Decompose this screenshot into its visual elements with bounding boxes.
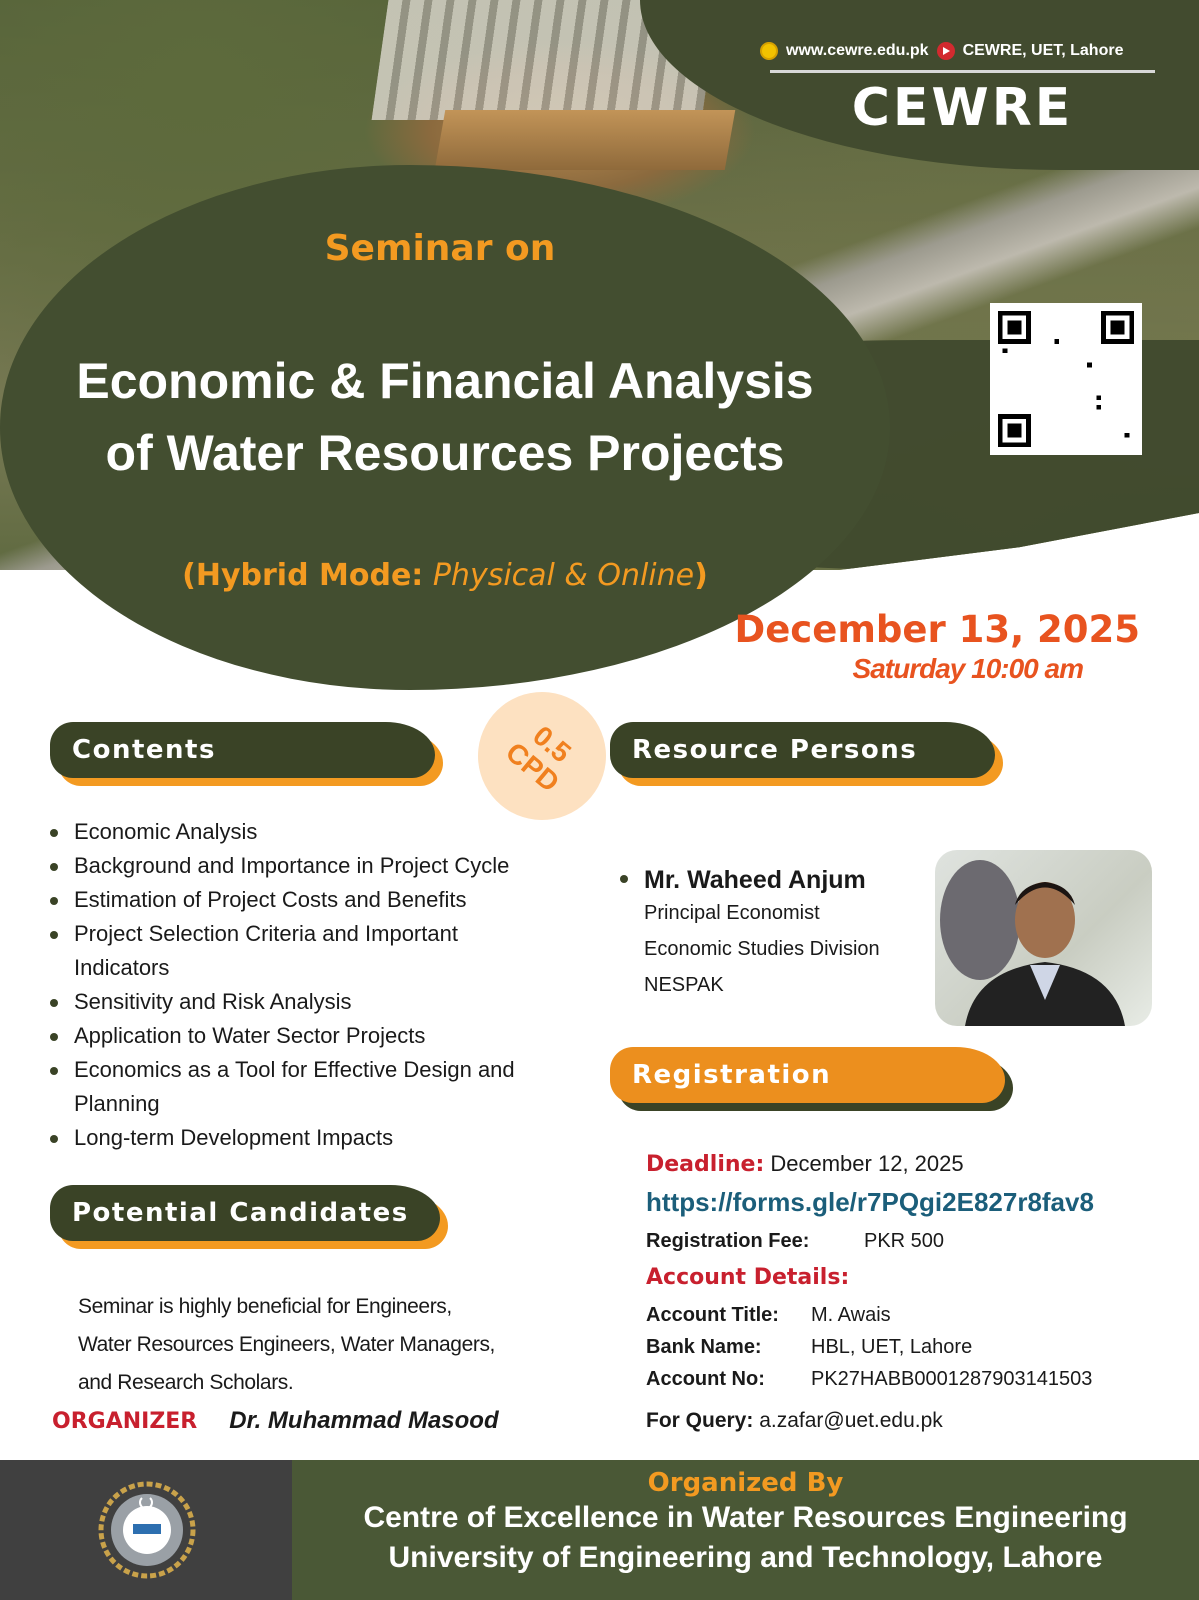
query-email[interactable]: a.zafar@uet.edu.pk [759, 1409, 943, 1432]
contents-item: Economic Analysis [50, 815, 550, 849]
footer-university: University of Engineering and Technology… [388, 1541, 1103, 1574]
organized-by-label: Organized By [647, 1468, 844, 1498]
account-row: Account No: PK27HABB0001287903141503 [646, 1363, 1186, 1395]
contents-item: Long-term Development Impacts [50, 1121, 550, 1155]
divider [770, 70, 1155, 73]
candidates-line: Water Resources Engineers, Water Manager… [78, 1333, 495, 1356]
candidates-line: and Research Scholars. [78, 1371, 294, 1394]
brand-logo-text: CEWRE [851, 78, 1074, 138]
organizer-label: ORGANIZER [52, 1409, 198, 1434]
account-value: M. Awais [811, 1304, 891, 1326]
contents-item: Economics as a Tool for Effective Design… [50, 1053, 550, 1121]
footer: Organized By Centre of Excellence in Wat… [0, 1460, 1199, 1600]
candidates-line: Seminar is highly beneficial for Enginee… [78, 1295, 452, 1318]
mode-value: Physical & Online [432, 558, 695, 593]
globe-icon [760, 42, 778, 60]
deadline-value: December 12, 2025 [770, 1151, 964, 1176]
account-row: Account Title: M. Awais [646, 1299, 1186, 1331]
mode-text: (Hybrid Mode: Physical & Online) [0, 558, 890, 593]
footer-org-name: Centre of Excellence in Water Resources … [363, 1501, 1128, 1534]
fee-value: PKR 500 [864, 1230, 945, 1252]
person-org: NESPAK [644, 974, 724, 996]
person-name: Mr. Waheed Anjum [620, 866, 880, 895]
resource-heading: Resource Persons [610, 722, 995, 778]
mode-label: (Hybrid Mode: [182, 558, 424, 593]
mode-close: ) [694, 558, 708, 593]
account-row: Bank Name: HBL, UET, Lahore [646, 1331, 1186, 1363]
qr-code[interactable] [990, 303, 1142, 455]
youtube-channel[interactable]: CEWRE, UET, Lahore [962, 42, 1124, 59]
organizer: ORGANIZER Dr. Muhammad Masood [52, 1407, 499, 1435]
registration-link[interactable]: https://forms.gle/r7PQgi2E827r8fav8 [646, 1187, 1094, 1217]
query-label: For Query: [646, 1409, 754, 1432]
deadline-label: Deadline: [646, 1152, 765, 1177]
fee-label: Registration Fee: [646, 1230, 810, 1252]
account-key: Bank Name: [646, 1336, 762, 1358]
event-date: December 13, 2025 [734, 608, 1140, 651]
candidates-text: Seminar is highly beneficial for Enginee… [78, 1288, 495, 1402]
title-line-1: Economic & Financial Analysis [76, 353, 814, 409]
event-day-time: Saturday 10:00 am [852, 653, 1084, 684]
footer-org-panel: Organized By Centre of Excellence in Wat… [292, 1460, 1199, 1600]
contents-item: Estimation of Project Costs and Benefits [50, 883, 550, 917]
title-line-2: of Water Resources Projects [105, 425, 785, 481]
contents-item: Application to Water Sector Projects [50, 1019, 550, 1053]
account-list: Account Title: M. Awais Bank Name: HBL, UET… [646, 1299, 1186, 1395]
person-title: Principal Economist [644, 902, 820, 924]
candidates-heading: Potential Candidates [50, 1185, 440, 1241]
person-photo [935, 850, 1152, 1026]
contents-list: Economic Analysis Background and Importan… [50, 815, 550, 1155]
contents-item: Background and Importance in Project Cyc… [50, 849, 550, 883]
resource-person: Mr. Waheed Anjum Principal Economist Eco… [620, 866, 880, 1003]
organizer-name: Dr. Muhammad Masood [229, 1407, 499, 1434]
registration-details: Deadline: December 12, 2025 https://form… [646, 1148, 1186, 1437]
account-value: PK27HABB0001287903141503 [811, 1368, 1093, 1390]
contents-item: Project Selection Criteria and Important… [50, 917, 550, 985]
contact-bar: www.cewre.edu.pk CEWRE, UET, Lahore [760, 42, 1123, 60]
registration-heading: Registration [610, 1047, 1005, 1103]
account-key: Account No: [646, 1368, 765, 1390]
uet-logo [98, 1481, 196, 1579]
title-ellipse [0, 165, 890, 690]
account-key: Account Title: [646, 1304, 779, 1326]
account-heading: Account Details: [646, 1265, 850, 1290]
footer-logo-panel [0, 1460, 292, 1600]
page-title: Economic & Financial Analysis of Water R… [0, 345, 890, 489]
contents-item: Sensitivity and Risk Analysis [50, 985, 550, 1019]
website-link[interactable]: www.cewre.edu.pk [786, 42, 929, 59]
youtube-icon [936, 42, 955, 60]
seminar-kicker: Seminar on [324, 228, 556, 269]
person-division: Economic Studies Division [644, 938, 880, 960]
account-value: HBL, UET, Lahore [811, 1336, 973, 1358]
spillway [434, 110, 736, 170]
contents-heading: Contents [50, 722, 435, 778]
